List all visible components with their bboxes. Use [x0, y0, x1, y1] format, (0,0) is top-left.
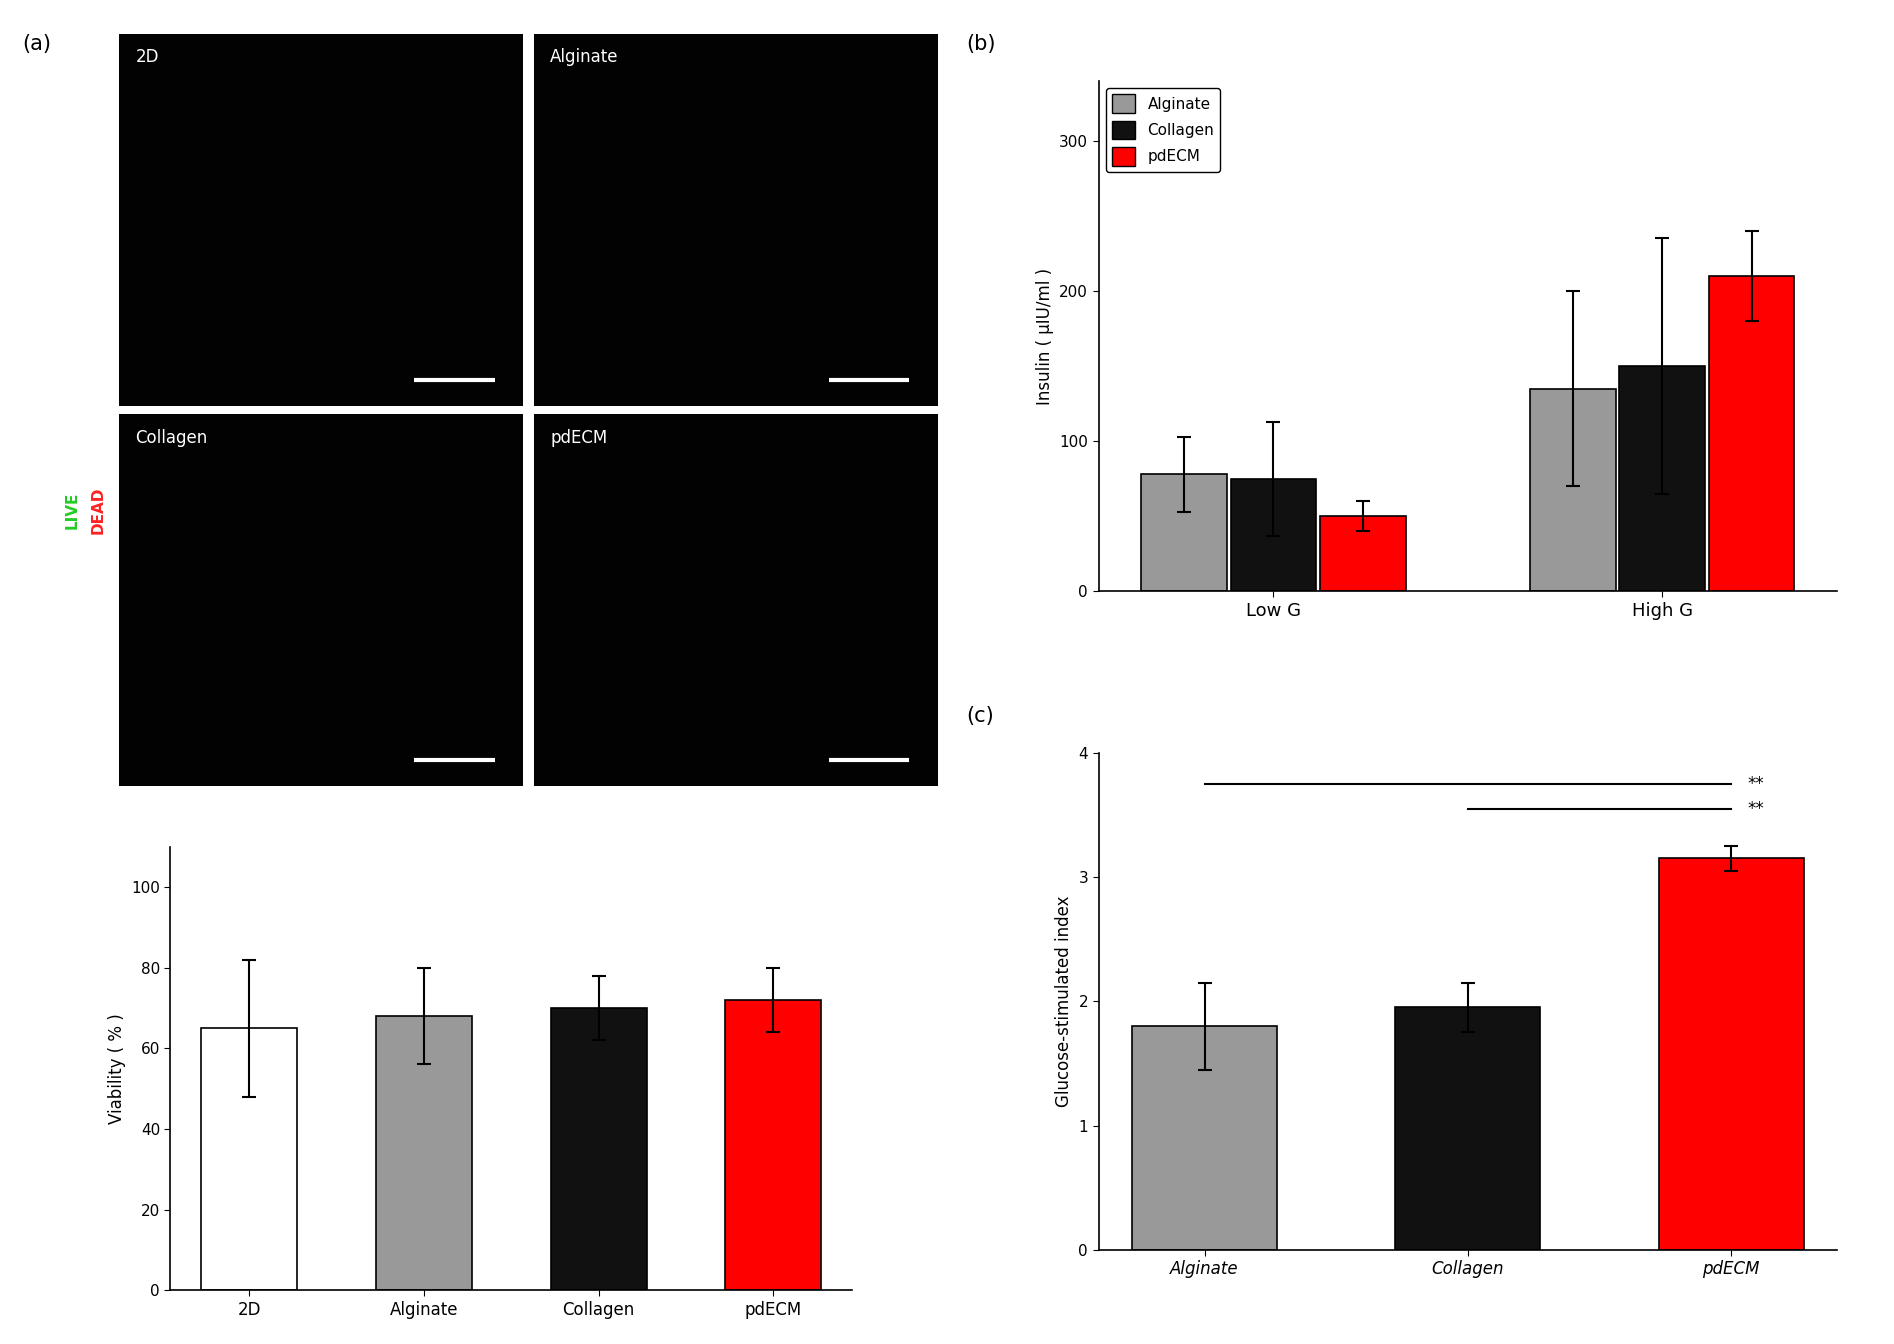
Text: Collagen: Collagen [136, 429, 208, 446]
Bar [1133, 1027, 1277, 1250]
Bar [1530, 388, 1616, 591]
Text: DEAD: DEAD [91, 487, 106, 535]
Bar [1708, 276, 1794, 591]
Text: (b): (b) [966, 34, 996, 54]
Bar [1619, 366, 1705, 591]
Text: Alginate: Alginate [551, 48, 619, 66]
Bar [201, 1028, 297, 1290]
Bar [1659, 859, 1803, 1250]
Legend: Alginate, Collagen, pdECM: Alginate, Collagen, pdECM [1106, 89, 1220, 172]
Bar [1142, 474, 1227, 591]
Bar [1320, 516, 1405, 591]
Text: (a): (a) [23, 34, 51, 54]
Y-axis label: Glucose-stimulated index: Glucose-stimulated index [1055, 895, 1072, 1107]
Bar [377, 1016, 472, 1290]
Text: pdECM: pdECM [551, 429, 608, 446]
Text: **: ** [1746, 800, 1763, 817]
Text: (c): (c) [966, 706, 994, 726]
Bar [1231, 478, 1316, 591]
Bar [1396, 1008, 1540, 1250]
Text: 2D: 2D [136, 48, 159, 66]
Text: LIVE: LIVE [64, 492, 80, 530]
Y-axis label: Viability ( % ): Viability ( % ) [108, 1013, 125, 1124]
Y-axis label: Insulin ( μIU/ml ): Insulin ( μIU/ml ) [1036, 267, 1053, 405]
Text: **: ** [1746, 774, 1763, 793]
Bar [551, 1008, 646, 1290]
Bar [725, 1000, 822, 1290]
